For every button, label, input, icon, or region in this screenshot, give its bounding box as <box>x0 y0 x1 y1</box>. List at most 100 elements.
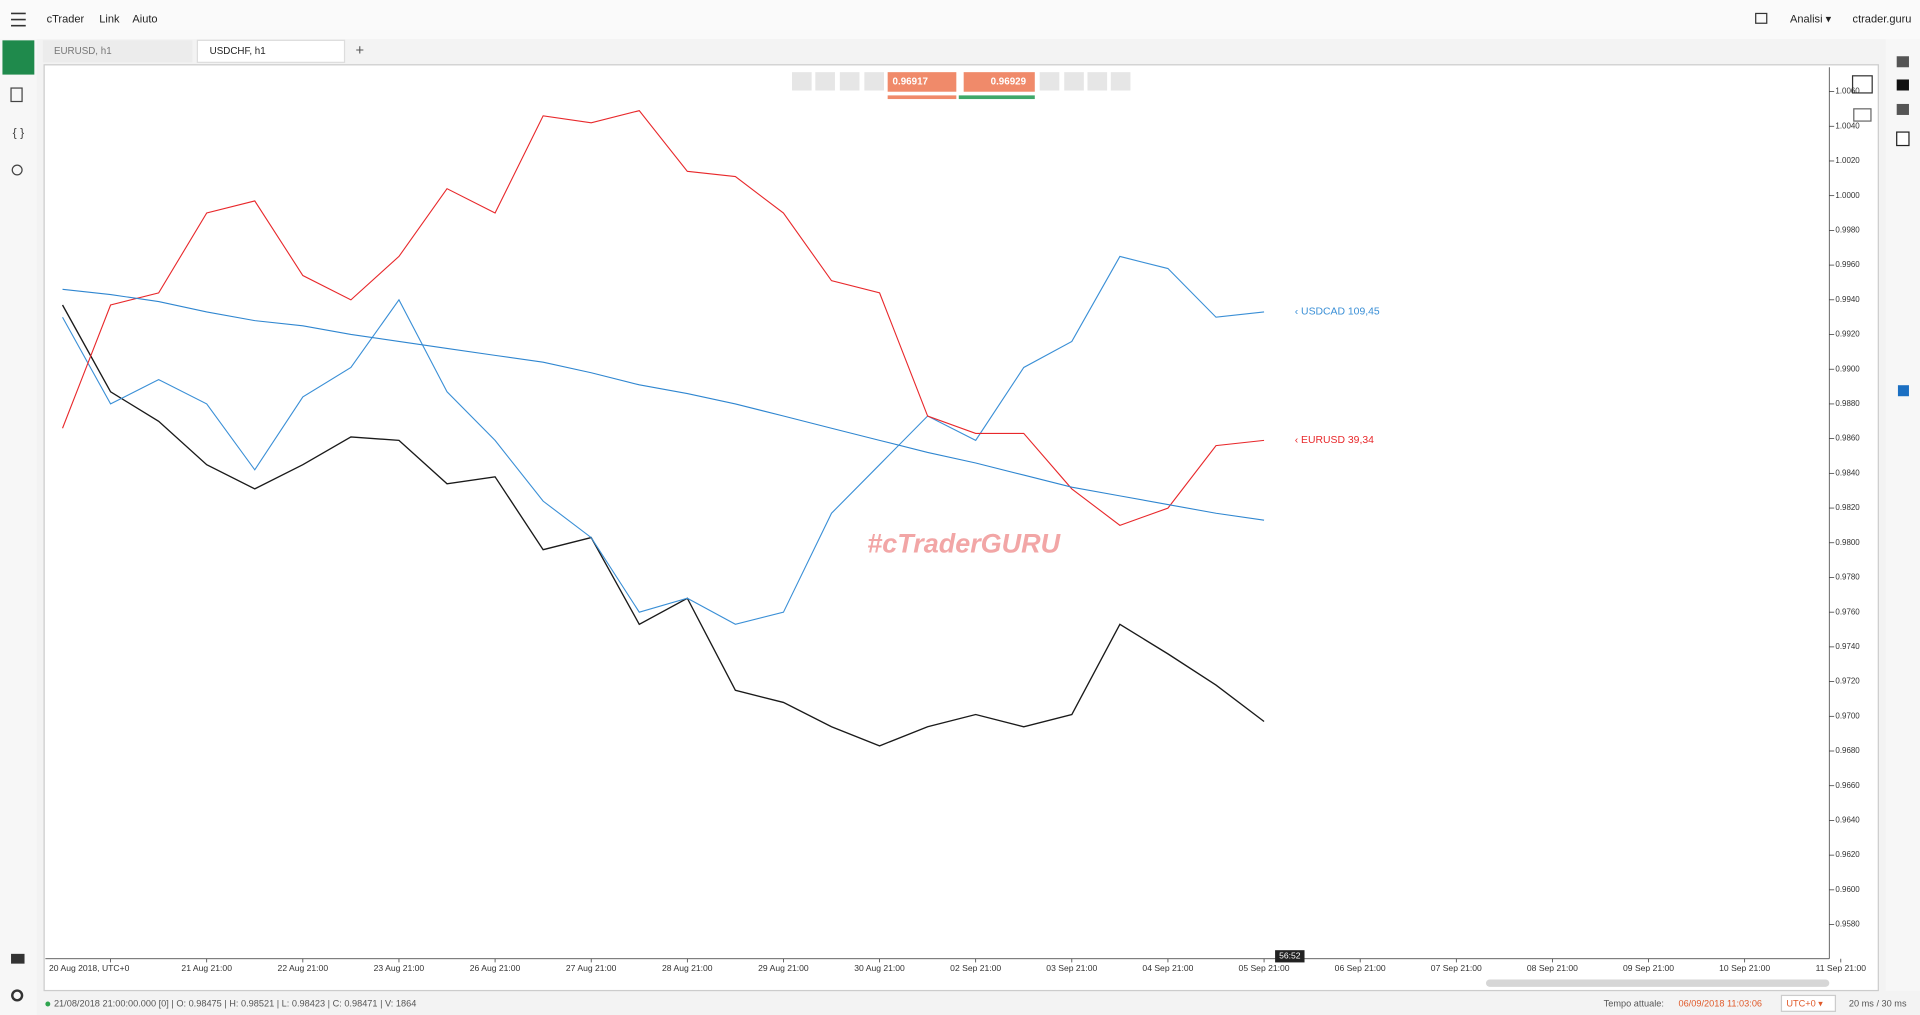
plot: 0.9580 0.9600 0.9620 0.9640 0.9660 0.9680 0.97… <box>49 87 1866 973</box>
menu-item[interactable]: Link <box>99 13 120 25</box>
y-tick-label: 0.9940 <box>1835 295 1860 304</box>
x-tick-label: 26 Aug 21:00 <box>470 963 521 973</box>
timeframe-button[interactable] <box>864 72 884 91</box>
indicators-button[interactable] <box>1039 72 1060 91</box>
x-tick-label: 10 Sep 21:00 <box>1719 963 1770 973</box>
period-button[interactable] <box>839 72 860 91</box>
x-tick-label: 21 Aug 21:00 <box>181 963 232 973</box>
sell-price[interactable]: 0.96917 <box>893 77 929 88</box>
buy-bar <box>958 95 1035 100</box>
y-tick-label: 0.9840 <box>1835 468 1860 477</box>
window-icon[interactable] <box>1755 12 1768 24</box>
chart-toolbar <box>792 72 1131 91</box>
right-toolbar <box>1885 39 1920 991</box>
time-label-box <box>1275 950 1305 963</box>
watermark: #cTraderGURU <box>867 529 1060 559</box>
y-tick-label: 0.9680 <box>1835 746 1860 755</box>
x-tick-label: 06 Sep 21:00 <box>1335 963 1386 973</box>
tab-label[interactable]: USDCHF, h1 <box>210 46 266 57</box>
x-tick-label: 09 Sep 21:00 <box>1623 963 1674 973</box>
trade-button[interactable] <box>2 40 35 75</box>
screenshot-button[interactable] <box>1853 108 1872 122</box>
copy-icon[interactable] <box>10 87 23 103</box>
y-tick-label: 1.0000 <box>1835 191 1860 200</box>
x-tick-label: 28 Aug 21:00 <box>662 963 713 973</box>
y-tick-label: 0.9720 <box>1835 677 1860 686</box>
series-line <box>62 255 1265 625</box>
bar-info: 21/08/2018 21:00:00.000 [0] | O: 0.98475… <box>54 998 416 1008</box>
latency: 20 ms / 30 ms <box>1849 998 1907 1008</box>
left-sidebar <box>0 39 37 1015</box>
analysis-menu[interactable]: Analisi ▾ <box>1790 13 1832 25</box>
rectangle-tool[interactable] <box>1897 385 1909 397</box>
y-tick-label: 0.9820 <box>1835 503 1860 512</box>
y-tick-label: 0.9860 <box>1835 434 1860 443</box>
y-tick-label: 1.0060 <box>1835 87 1860 96</box>
chart-area <box>43 64 1879 992</box>
x-tick-label: 20 Aug 2018, UTC+0 <box>49 963 130 973</box>
briefcase-icon[interactable] <box>11 953 25 964</box>
y-tick-label: 0.9740 <box>1835 642 1860 651</box>
current-time: 06/09/2018 11:03:06 <box>1678 998 1762 1008</box>
buy-price[interactable]: 0.96929 <box>991 77 1027 88</box>
pointer-tool[interactable] <box>1896 131 1910 147</box>
tab-active[interactable] <box>196 39 346 63</box>
y-tick-label: 1.0020 <box>1835 156 1860 165</box>
y-tick-label: 0.9600 <box>1835 885 1860 894</box>
y-tick-label: 0.9580 <box>1835 920 1860 929</box>
layout-tool[interactable] <box>1896 56 1909 68</box>
bar-time-label: 56:52 <box>1279 951 1301 961</box>
series-line <box>61 304 1265 747</box>
automate-icon[interactable]: { } <box>13 126 25 140</box>
y-tick-label: 0.9900 <box>1835 364 1860 373</box>
series-line <box>62 288 1265 521</box>
scrollbar[interactable] <box>1485 979 1830 987</box>
chart-type-button[interactable] <box>815 72 835 91</box>
tab-label[interactable]: EURUSD, h1 <box>54 46 112 57</box>
site-link[interactable]: ctrader.guru <box>1853 13 1912 25</box>
x-tick-label: 02 Sep 21:00 <box>950 963 1001 973</box>
x-tick-label: 08 Sep 21:00 <box>1527 963 1578 973</box>
y-tick-label: 0.9880 <box>1835 399 1860 408</box>
x-tick-label: 30 Aug 21:00 <box>854 963 905 973</box>
y-tick-label: 0.9980 <box>1835 225 1860 234</box>
x-tick-label: 27 Aug 21:00 <box>566 963 617 973</box>
sell-button[interactable] <box>887 72 957 92</box>
series-label: ‹ USDCAD 109,45 <box>1295 307 1380 318</box>
sell-bar <box>887 95 957 100</box>
menu-item[interactable]: Aiuto <box>132 13 157 25</box>
x-tick-label: 23 Aug 21:00 <box>374 963 425 973</box>
timezone[interactable]: UTC+0 ▾ <box>1786 998 1823 1008</box>
settings-icon[interactable] <box>11 989 24 1002</box>
timezone-select[interactable] <box>1780 994 1837 1012</box>
social-button[interactable] <box>1064 72 1084 91</box>
add-tab[interactable]: + <box>356 43 365 59</box>
connection-dot <box>45 1001 51 1007</box>
y-tick-label: 0.9620 <box>1835 850 1860 859</box>
x-tick-label: 29 Aug 21:00 <box>758 963 809 973</box>
series-label: ‹ EURUSD 39,34 <box>1295 435 1374 446</box>
x-tick-label: 11 Sep 21:00 <box>1816 963 1867 973</box>
buy-button[interactable] <box>963 72 1035 92</box>
y-tick-label: 0.9640 <box>1835 816 1860 825</box>
detach-button[interactable] <box>1851 75 1873 94</box>
drawing-tools <box>1896 56 1910 397</box>
analyze-icon[interactable] <box>11 164 23 176</box>
tab[interactable] <box>42 40 193 63</box>
theme-button[interactable] <box>1110 72 1131 91</box>
y-tick-label: 0.9920 <box>1835 330 1860 339</box>
x-tick-label: 04 Sep 21:00 <box>1142 963 1193 973</box>
menu-item[interactable]: cTrader <box>47 13 85 25</box>
x-tick-label: 22 Aug 21:00 <box>278 963 329 973</box>
time-caption: Tempo attuale: <box>1604 998 1664 1008</box>
split-layout-tool[interactable] <box>1896 103 1909 115</box>
zoom-button[interactable] <box>792 72 812 91</box>
single-layout-tool[interactable] <box>1896 79 1909 91</box>
series-line <box>62 110 1265 526</box>
color-button[interactable] <box>1087 72 1108 91</box>
x-tick-label: 05 Sep 21:00 <box>1239 963 1290 973</box>
hamburger[interactable] <box>11 12 26 27</box>
y-tick-label: 0.9960 <box>1835 260 1860 269</box>
